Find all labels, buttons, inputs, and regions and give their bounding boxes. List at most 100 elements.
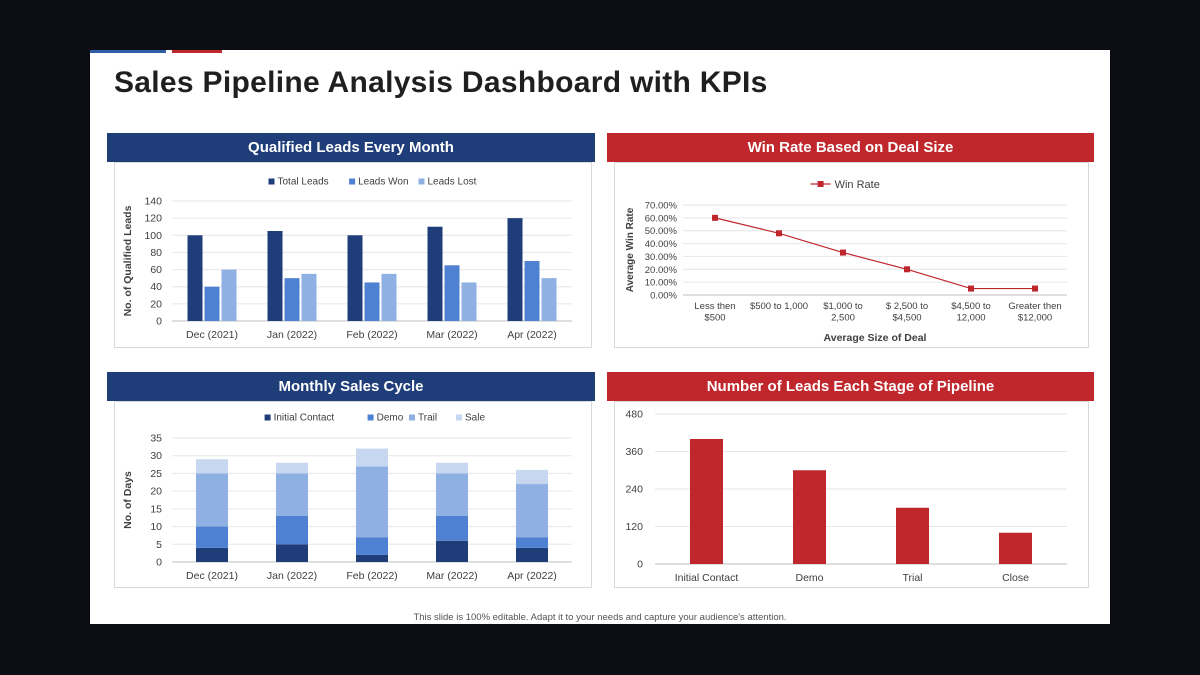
win-rate-header-label: Win Rate Based on Deal Size — [747, 139, 954, 156]
x-tick-label: 2,500 — [831, 313, 855, 324]
x-tick-label: Mar (2022) — [426, 329, 477, 341]
bar-segment-demo — [196, 526, 228, 548]
bar-total-leads — [267, 231, 283, 321]
bar-segment-sale — [516, 469, 548, 485]
legend-label-leads-lost: Leads Lost — [428, 177, 477, 188]
x-tick-label: Mar (2022) — [426, 570, 477, 582]
y-tick-label: 35 — [150, 433, 162, 445]
bar-segment-initial-contact — [356, 554, 388, 562]
y-tick-label: 240 — [625, 484, 643, 496]
slide: Sales Pipeline Analysis Dashboard with K… — [90, 50, 1110, 624]
x-tick-label: 12,000 — [956, 313, 985, 324]
x-tick-label: $4,500 to — [951, 301, 991, 312]
bar-leads-lost — [461, 282, 477, 321]
legend-label-initial-contact: Initial Contact — [274, 413, 335, 424]
y-tick-label: 100 — [144, 230, 162, 242]
sales-cycle-svg: 0 5 10 15 20 25 30 35 No. of Days Initial Contact… — [122, 413, 572, 582]
accent-bar-red — [172, 50, 222, 53]
y-tick-label: 20 — [150, 486, 162, 498]
qualified-leads-header: Qualified Leads Every Month — [107, 133, 595, 162]
bar-total-leads — [187, 235, 203, 321]
win-rate-header: Win Rate Based on Deal Size — [607, 133, 1094, 162]
y-tick-label: 30 — [150, 450, 162, 462]
bar-segment-initial-contact — [276, 544, 308, 562]
x-tick-label: $1,000 to — [823, 301, 863, 312]
legend-label-trail: Trail — [418, 413, 437, 424]
bar-segment-sale — [436, 462, 468, 474]
pipeline-header-label: Number of Leads Each Stage of Pipeline — [706, 378, 995, 395]
y-tick-label: 25 — [150, 468, 162, 480]
bar-leads-won — [204, 286, 220, 321]
sales-cycle-header-label: Monthly Sales Cycle — [278, 378, 424, 395]
y-tick-label: 15 — [150, 503, 162, 515]
bar-segment-trail — [196, 473, 228, 527]
y-tick-label: 70.00% — [645, 201, 678, 212]
bar-leads-won — [364, 282, 380, 321]
pipeline-svg: 0 120 240 360 480 Initial Contact Demo Trial Clo… — [625, 409, 1067, 584]
y-tick-label: 0.00% — [650, 291, 677, 302]
bar-segment-trail — [356, 466, 388, 538]
y-tick-label: 360 — [625, 446, 643, 458]
bar-leads-lost — [541, 278, 557, 321]
y-tick-label: 40.00% — [645, 239, 678, 250]
x-tick-label: $500 to 1,000 — [750, 301, 808, 312]
bar-segment-initial-contact — [516, 547, 548, 562]
win-rate-point — [840, 249, 846, 256]
bar-leads-lost — [221, 269, 237, 321]
bar-leads-won — [284, 278, 300, 321]
win-rate-chart: 0.00% 10.00% 20.00% 30.00% 40.00% 50.00% 60.00… — [614, 162, 1089, 348]
x-tick-label: Dec (2021) — [186, 570, 238, 582]
x-tick-label: Feb (2022) — [346, 329, 397, 341]
bar-total-leads — [347, 235, 363, 321]
x-axis-title: Average Size of Deal — [824, 332, 927, 344]
y-tick-label: 20 — [150, 298, 162, 310]
y-tick-label: 0 — [156, 316, 162, 328]
bar-segment-sale — [276, 462, 308, 474]
x-tick-label: Demo — [795, 572, 823, 584]
bar-segment-initial-contact — [436, 540, 468, 562]
pipeline-chart: 0 120 240 360 480 Initial Contact Demo Trial Clo… — [614, 401, 1089, 588]
x-tick-label: Trial — [902, 572, 922, 584]
win-rate-line — [714, 217, 1035, 290]
legend-label-leads-won: Leads Won — [358, 177, 408, 188]
y-tick-label: 140 — [144, 196, 162, 208]
y-tick-label: 50.00% — [645, 226, 678, 237]
y-axis-title: Average Win Rate — [625, 207, 636, 292]
bar-segment-demo — [436, 515, 468, 541]
qualified-leads-chart: 0 20 40 60 80 100 120 140 No. of Qualified Leads… — [114, 162, 592, 348]
y-tick-label: 60.00% — [645, 213, 678, 224]
legend-swatch-initial-contact — [264, 414, 271, 421]
y-tick-label: 20.00% — [645, 265, 678, 276]
x-tick-label: Dec (2021) — [186, 329, 238, 341]
bar-segment-demo — [356, 537, 388, 555]
x-tick-label: Apr (2022) — [507, 570, 557, 582]
y-tick-label: 120 — [625, 521, 643, 533]
x-tick-label: $ 2,500 to — [886, 301, 928, 312]
win-rate-point — [968, 285, 974, 292]
bar-segment-sale — [356, 448, 388, 467]
sales-cycle-header: Monthly Sales Cycle — [107, 372, 595, 401]
legend-swatch-demo — [367, 414, 374, 421]
bar-segment-trail — [436, 473, 468, 516]
legend-label-sale: Sale — [465, 413, 485, 424]
win-rate-svg: 0.00% 10.00% 20.00% 30.00% 40.00% 50.00% 60.00… — [625, 179, 1067, 344]
x-tick-label: Jan (2022) — [267, 570, 317, 582]
y-tick-label: 5 — [156, 539, 162, 551]
x-tick-label: Jan (2022) — [267, 329, 317, 341]
bar-segment-sale — [196, 459, 228, 474]
bar-segment-demo — [276, 515, 308, 545]
y-tick-label: 10.00% — [645, 278, 678, 289]
win-rate-point — [904, 266, 910, 273]
bar-trial — [896, 507, 929, 564]
bar-leads-won — [444, 265, 460, 321]
x-tick-label: Greater then — [1008, 301, 1061, 312]
bar-segment-initial-contact — [196, 547, 228, 562]
qualified-leads-svg: 0 20 40 60 80 100 120 140 No. of Qualified Leads… — [122, 177, 572, 341]
x-tick-label: $4,500 — [892, 313, 921, 324]
y-tick-label: 10 — [150, 521, 162, 533]
qualified-leads-header-label: Qualified Leads Every Month — [248, 139, 454, 156]
win-rate-point — [712, 214, 718, 221]
legend-label-demo: Demo — [377, 413, 404, 424]
y-tick-label: 40 — [150, 281, 162, 293]
bar-leads-lost — [381, 273, 397, 321]
